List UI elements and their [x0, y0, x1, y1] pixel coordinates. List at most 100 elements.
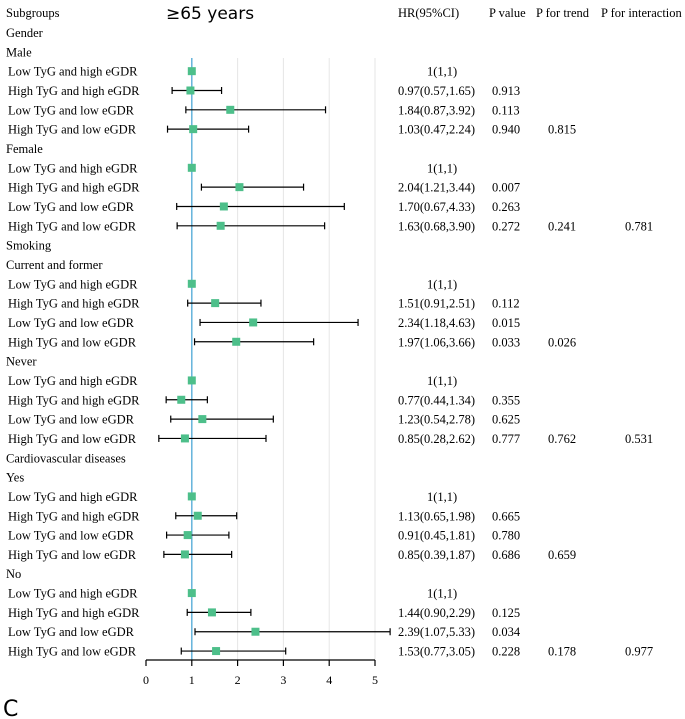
- x-tick-label-4: 4: [326, 673, 332, 687]
- hr-ci-text: 1.23(0.54,2.78): [398, 413, 475, 427]
- p-trend: 0.026: [548, 335, 576, 349]
- p-value: 0.272: [492, 219, 520, 233]
- row-label: High TyG and low eGDR: [8, 548, 137, 562]
- hr-marker: [183, 531, 192, 540]
- rows: Gender Male Low TyG and high eGDR 1(1,1) Hig…: [6, 26, 653, 659]
- row-label: Low TyG and low eGDR: [8, 200, 135, 214]
- row-label: High TyG and low eGDR: [8, 335, 137, 349]
- group-label: Male: [6, 45, 32, 59]
- p-value: 0.015: [492, 316, 520, 330]
- header-subgroups: Subgroups: [6, 6, 60, 20]
- row-label: Low TyG and high eGDR: [8, 490, 138, 504]
- hr-marker: [232, 337, 241, 346]
- hr-ci-text: 1(1,1): [427, 587, 457, 601]
- hr-ci-text: 0.85(0.39,1.87): [398, 548, 475, 562]
- hr-marker: [187, 67, 196, 76]
- p-trend: 0.815: [548, 123, 576, 137]
- hr-marker: [193, 511, 202, 520]
- hr-ci-text: 1(1,1): [427, 161, 457, 175]
- p-trend: 0.762: [548, 432, 576, 446]
- p-value: 0.113: [492, 103, 520, 117]
- x-tick-label-3: 3: [280, 673, 286, 687]
- p-interaction: 0.531: [625, 432, 653, 446]
- hr-ci-text: 1.70(0.67,4.33): [398, 200, 475, 214]
- row-label: High TyG and high eGDR: [8, 606, 140, 620]
- row-label: High TyG and low eGDR: [8, 645, 137, 659]
- x-axis: 0 1 2 3 4 5: [143, 659, 378, 687]
- hr-ci-text: 0.77(0.44,1.34): [398, 393, 475, 407]
- x-tick-label-5: 5: [372, 673, 378, 687]
- header-p-value: P value: [489, 6, 526, 20]
- header-hr: HR(95%CI): [398, 6, 459, 20]
- p-value: 0.263: [492, 200, 520, 214]
- p-interaction: 0.977: [625, 645, 653, 659]
- p-value: 0.913: [492, 84, 520, 98]
- hr-marker: [235, 183, 244, 192]
- hr-marker: [187, 279, 196, 288]
- row-label: Low TyG and low eGDR: [8, 103, 135, 117]
- hr-ci-text: 1(1,1): [427, 374, 457, 388]
- p-value: 0.007: [492, 181, 520, 195]
- hr-marker: [180, 434, 189, 443]
- row-label: Low TyG and low eGDR: [8, 529, 135, 543]
- p-interaction: 0.781: [625, 219, 653, 233]
- hr-ci-text: 1.84(0.87,3.92): [398, 103, 475, 117]
- row-label: High TyG and low eGDR: [8, 432, 137, 446]
- x-tick-label-0: 0: [143, 673, 149, 687]
- hr-marker: [187, 163, 196, 172]
- group-label: Yes: [6, 471, 24, 485]
- hr-ci-text: 0.97(0.57,1.65): [398, 84, 475, 98]
- hr-marker: [212, 647, 221, 656]
- row-label: High TyG and high eGDR: [8, 181, 140, 195]
- row-label: Low TyG and high eGDR: [8, 65, 138, 79]
- row-label: Low TyG and low eGDR: [8, 413, 135, 427]
- p-value: 0.125: [492, 606, 520, 620]
- hr-ci-text: 2.34(1.18,4.63): [398, 316, 475, 330]
- p-value: 0.034: [492, 625, 521, 639]
- hr-marker: [198, 415, 207, 424]
- p-trend: 0.241: [548, 219, 576, 233]
- group-label: No: [6, 567, 21, 581]
- hr-marker: [216, 221, 225, 230]
- header-p-interaction: P for interaction: [601, 6, 683, 20]
- row-label: High TyG and high eGDR: [8, 509, 140, 523]
- hr-ci-text: 1.51(0.91,2.51): [398, 297, 475, 311]
- group-label: Current and former: [6, 258, 103, 272]
- hr-marker: [219, 202, 228, 211]
- row-label: Low TyG and high eGDR: [8, 374, 138, 388]
- section-label: Smoking: [6, 239, 52, 253]
- hr-marker: [249, 318, 258, 327]
- hr-marker: [207, 608, 216, 617]
- p-value: 0.625: [492, 413, 520, 427]
- hr-ci-text: 1.63(0.68,3.90): [398, 219, 475, 233]
- hr-ci-text: 1(1,1): [427, 65, 457, 79]
- p-value: 0.033: [492, 335, 520, 349]
- section-label: Gender: [6, 26, 44, 40]
- row-label: Low TyG and high eGDR: [8, 277, 138, 291]
- hr-ci-text: 2.04(1.21,3.44): [398, 181, 475, 195]
- row-label: High TyG and low eGDR: [8, 219, 137, 233]
- p-value: 0.112: [492, 297, 520, 311]
- hr-ci-text: 1(1,1): [427, 490, 457, 504]
- hr-ci-text: 1.44(0.90,2.29): [398, 606, 475, 620]
- hr-ci-text: 1.03(0.47,2.24): [398, 123, 475, 137]
- gridlines: [237, 58, 376, 660]
- x-tick-label-2: 2: [235, 673, 241, 687]
- hr-marker: [211, 299, 220, 308]
- hr-ci-text: 0.91(0.45,1.81): [398, 529, 475, 543]
- header-p-trend: P for trend: [536, 6, 590, 20]
- hr-marker: [187, 589, 196, 598]
- group-label: Female: [6, 142, 43, 156]
- hr-marker: [189, 125, 198, 134]
- hr-marker: [186, 86, 195, 95]
- hr-ci-text: 1.13(0.65,1.98): [398, 509, 475, 523]
- hr-marker: [251, 627, 260, 636]
- row-label: High TyG and high eGDR: [8, 84, 140, 98]
- chart-title: ≥65 years: [166, 4, 254, 24]
- row-label: High TyG and high eGDR: [8, 393, 140, 407]
- hr-marker: [226, 105, 235, 114]
- hr-marker: [177, 395, 186, 404]
- section-label: Cardiovascular diseases: [6, 451, 126, 465]
- row-label: Low TyG and low eGDR: [8, 316, 135, 330]
